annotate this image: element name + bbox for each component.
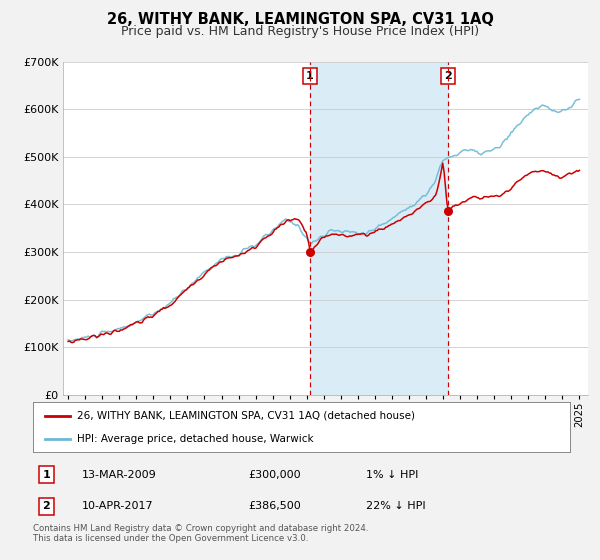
Text: Contains HM Land Registry data © Crown copyright and database right 2024.: Contains HM Land Registry data © Crown c… xyxy=(33,524,368,533)
Text: 2: 2 xyxy=(444,71,452,81)
Text: 13-MAR-2009: 13-MAR-2009 xyxy=(82,470,156,480)
Text: 1% ↓ HPI: 1% ↓ HPI xyxy=(366,470,418,480)
Text: 26, WITHY BANK, LEAMINGTON SPA, CV31 1AQ: 26, WITHY BANK, LEAMINGTON SPA, CV31 1AQ xyxy=(107,12,493,27)
Text: 1: 1 xyxy=(306,71,314,81)
Text: 10-APR-2017: 10-APR-2017 xyxy=(82,501,153,511)
Text: £386,500: £386,500 xyxy=(248,501,301,511)
Text: £300,000: £300,000 xyxy=(248,470,301,480)
Text: 1: 1 xyxy=(43,470,50,480)
Text: Price paid vs. HM Land Registry's House Price Index (HPI): Price paid vs. HM Land Registry's House … xyxy=(121,25,479,38)
Text: HPI: Average price, detached house, Warwick: HPI: Average price, detached house, Warw… xyxy=(77,434,314,444)
Text: 26, WITHY BANK, LEAMINGTON SPA, CV31 1AQ (detached house): 26, WITHY BANK, LEAMINGTON SPA, CV31 1AQ… xyxy=(77,410,415,421)
Text: 22% ↓ HPI: 22% ↓ HPI xyxy=(366,501,425,511)
Text: 2: 2 xyxy=(43,501,50,511)
Text: This data is licensed under the Open Government Licence v3.0.: This data is licensed under the Open Gov… xyxy=(33,534,308,543)
Bar xyxy=(310,62,448,395)
